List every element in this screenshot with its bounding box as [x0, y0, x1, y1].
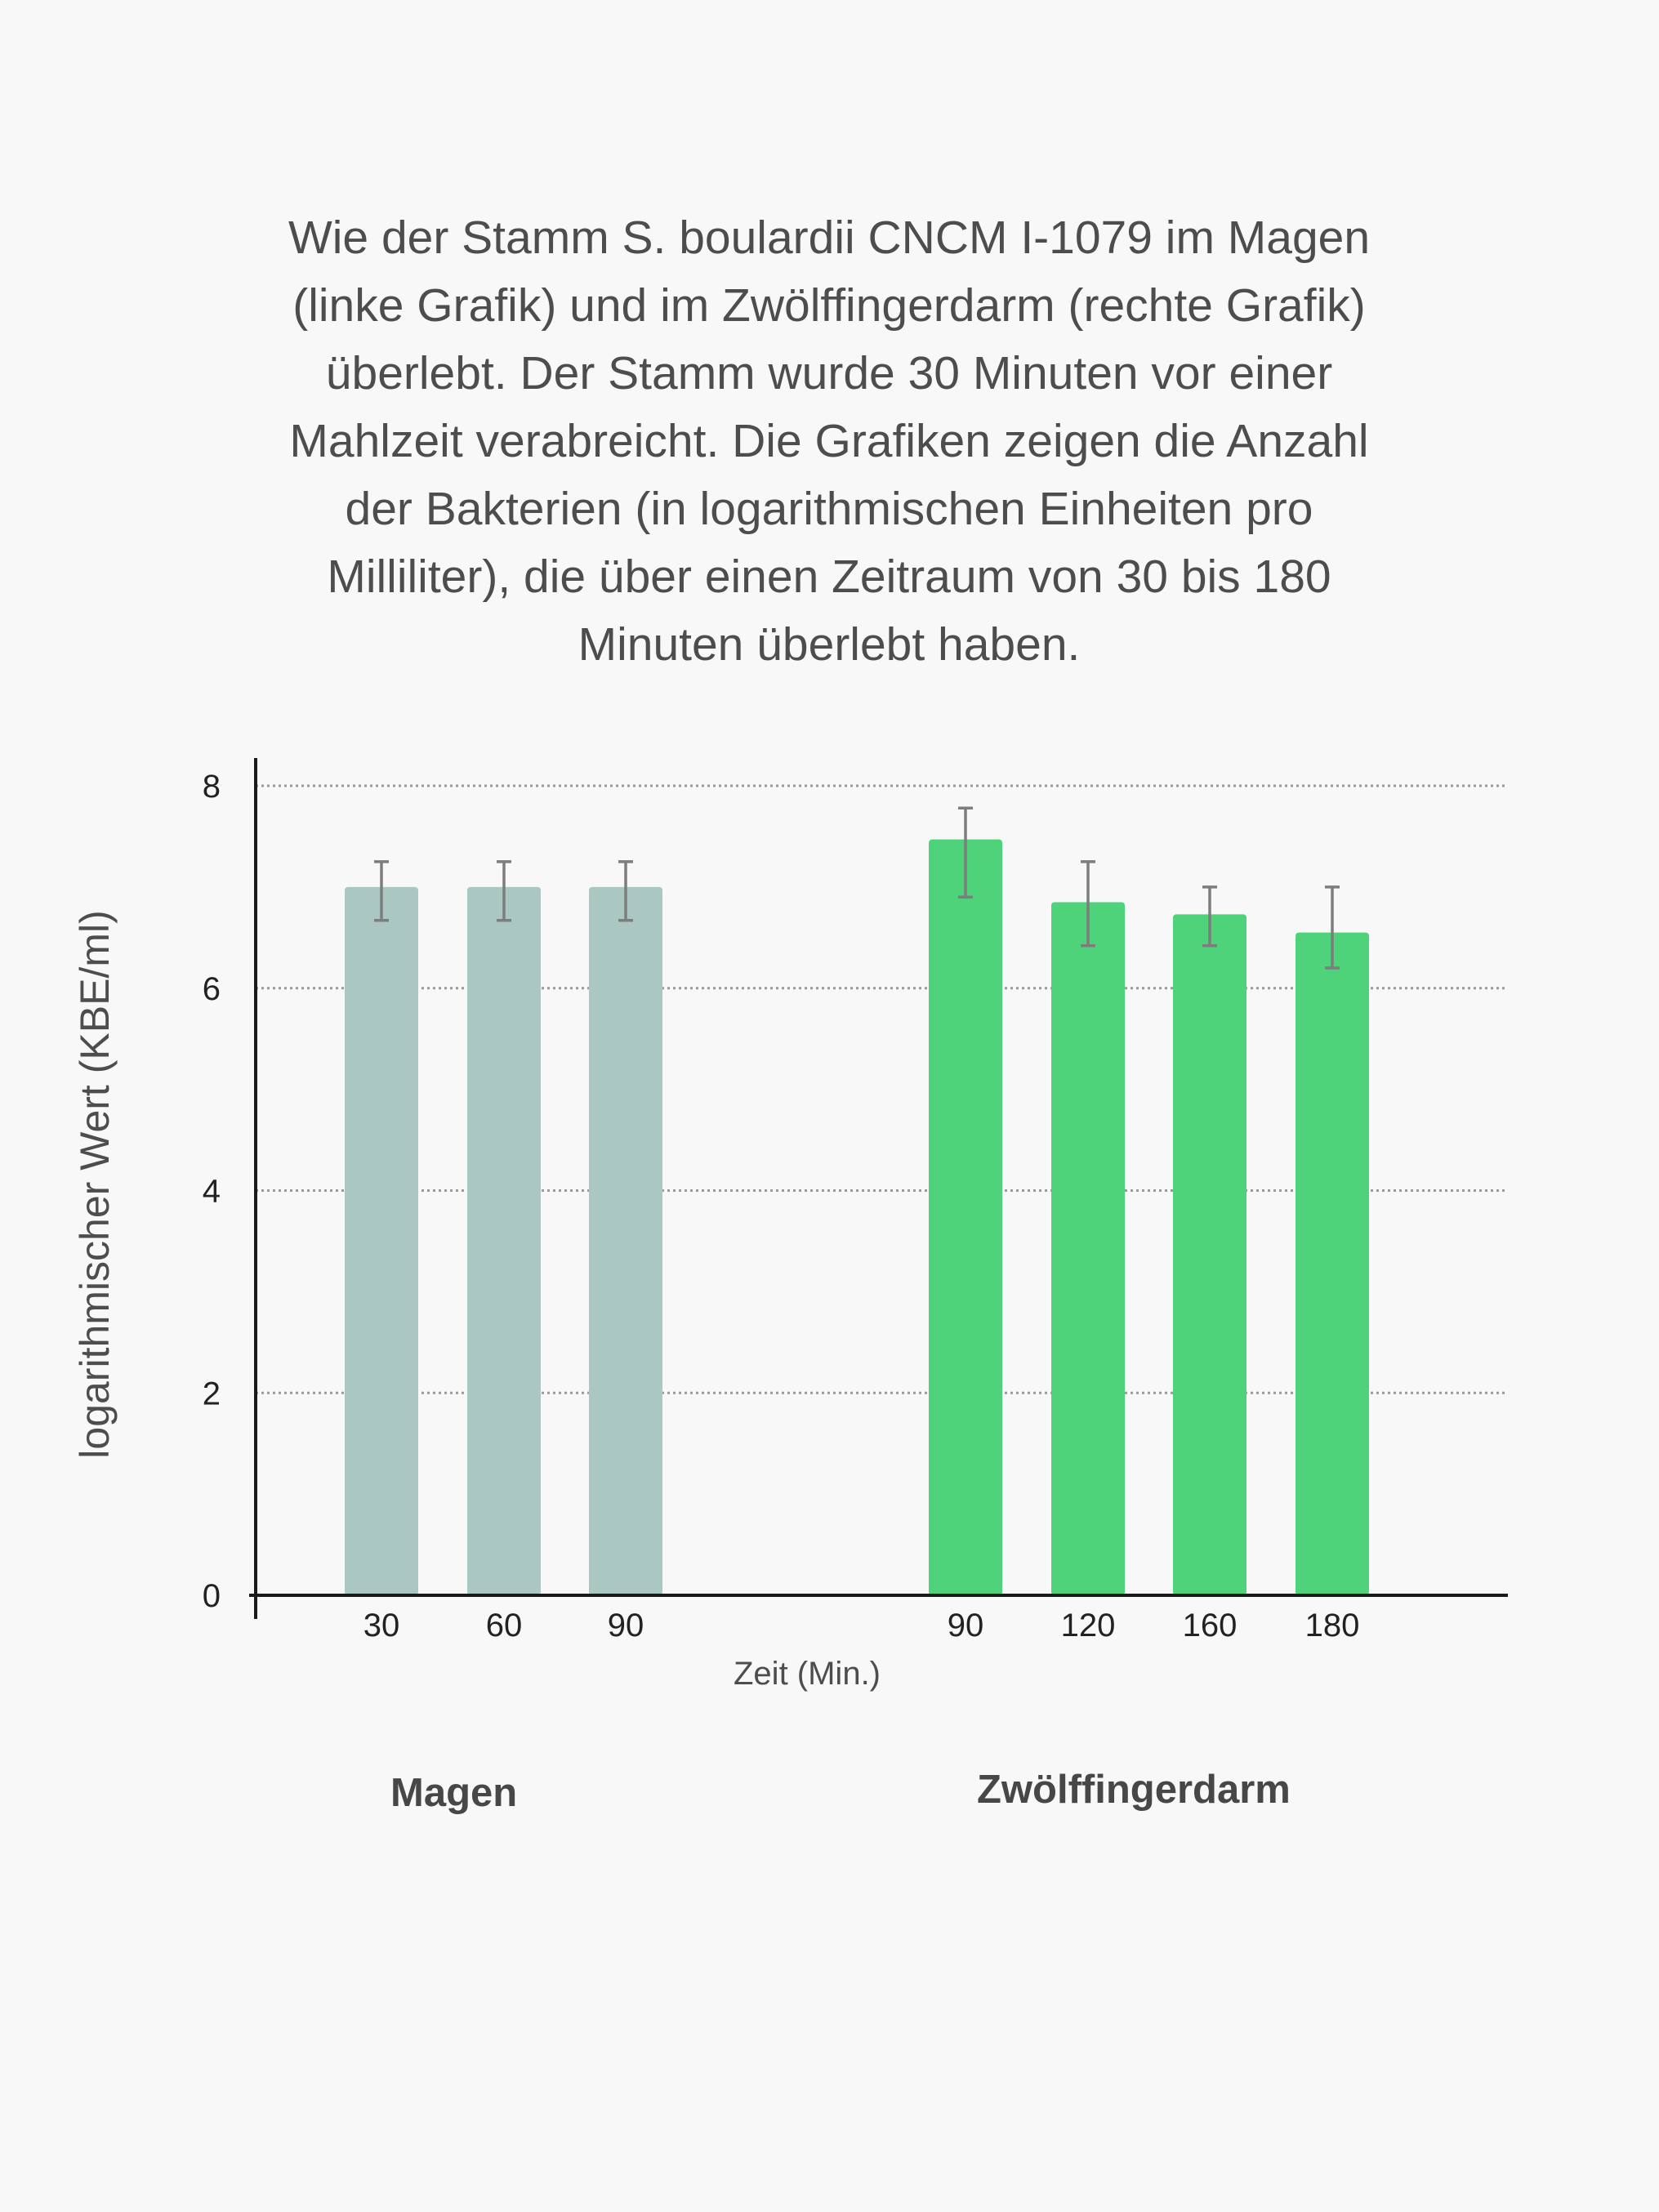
bar-magen-30	[345, 886, 418, 1595]
caption-line: Wie der Stamm S. boulardii CNCM I-1079 i…	[288, 212, 1371, 264]
caption-line: Minuten überlebt haben.	[578, 618, 1081, 671]
y-tick-label: 2	[203, 1376, 221, 1411]
y-tick-label: 8	[203, 769, 221, 805]
x-tick-label: 160	[1183, 1608, 1238, 1643]
y-tick-label: 4	[203, 1174, 221, 1210]
caption-line: Mahlzeit verabreicht. Die Grafiken zeige…	[289, 415, 1369, 467]
error-bar	[618, 860, 633, 922]
bars	[345, 806, 1369, 1595]
bar-zwölffingerdarm-120	[1051, 902, 1125, 1595]
error-bar	[1202, 885, 1217, 948]
error-bar	[374, 860, 389, 922]
chart-caption: Wie der Stamm S. boulardii CNCM I-1079 i…	[176, 204, 1483, 679]
caption-line: überlebt. Der Stamm wurde 30 Minuten vor…	[325, 347, 1333, 399]
bar-zwölffingerdarm-160	[1173, 914, 1246, 1595]
group-label-magen: Magen	[390, 1771, 518, 1815]
bar-magen-60	[467, 886, 541, 1595]
error-bar	[1081, 860, 1095, 948]
y-tick-label: 6	[203, 971, 221, 1007]
error-bar	[1325, 885, 1340, 970]
bar-magen-90	[589, 886, 662, 1595]
caption-line: (linke Grafik) und im Zwölffingerdarm (r…	[292, 279, 1366, 332]
y-axis-label: logarithmischer Wert (KBE/ml)	[72, 910, 118, 1458]
x-axis-label: Zeit (Min.)	[734, 1656, 881, 1692]
bar-zwölffingerdarm-90	[929, 839, 1002, 1595]
tick-labels: 0 2 4 6 8 30 60 90 90 120 160 180 Zeit (Min.) logarit…	[72, 769, 1359, 1692]
x-tick-label: 180	[1305, 1608, 1360, 1643]
x-tick-label: 90	[608, 1608, 644, 1643]
error-bar	[497, 860, 511, 922]
x-tick-label: 30	[363, 1608, 400, 1643]
bar-zwölffingerdarm-180	[1296, 932, 1369, 1595]
axes	[249, 758, 1508, 1619]
y-tick-label: 0	[203, 1578, 221, 1614]
error-bar	[958, 806, 973, 899]
x-tick-label: 60	[486, 1608, 523, 1643]
x-tick-label: 90	[948, 1608, 984, 1643]
caption-line: Milliliter), die über einen Zeitraum von…	[327, 551, 1331, 603]
caption-line: der Bakterien (in logarithmischen Einhei…	[345, 483, 1313, 535]
group-label-zwoelffingerdarm: Zwölffingerdarm	[977, 1768, 1291, 1812]
x-tick-label: 120	[1061, 1608, 1116, 1643]
